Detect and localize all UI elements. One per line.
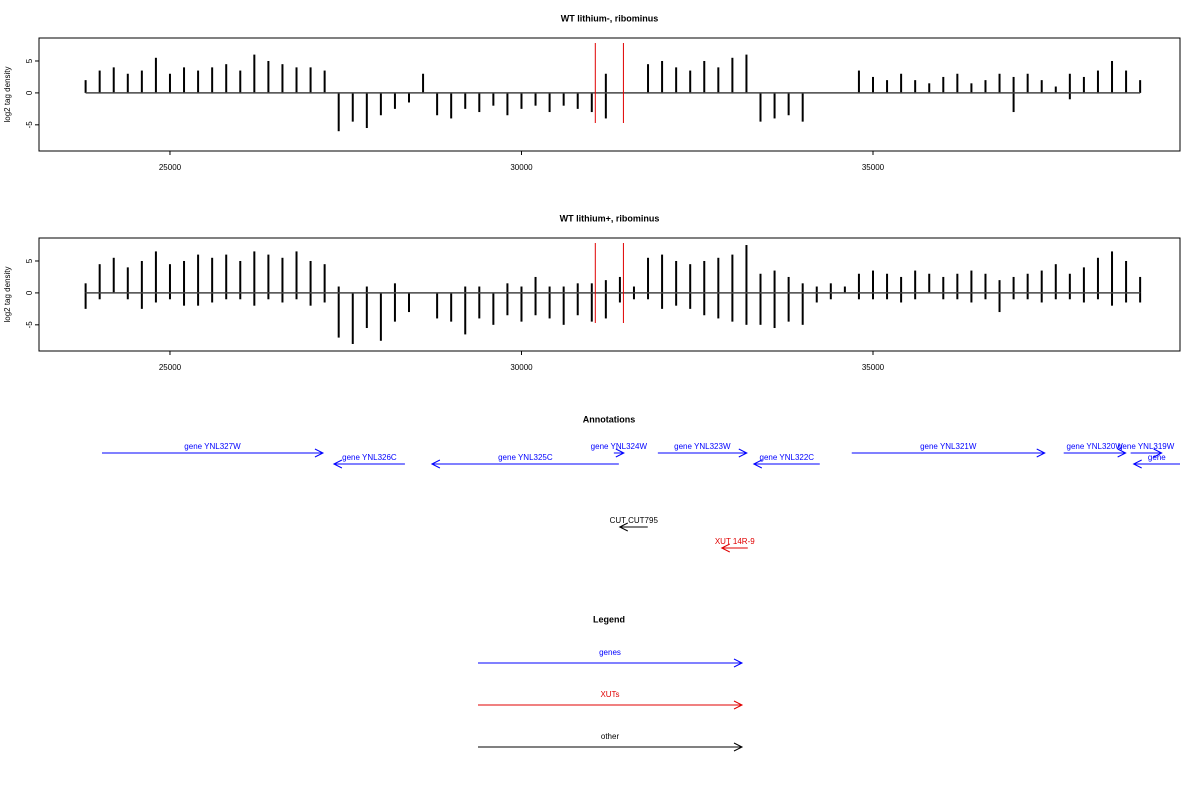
legend-label: XUTs [600, 690, 619, 699]
legend-title: Legend [593, 614, 625, 624]
feature-arrow-head [1132, 459, 1142, 469]
feature-arrow-head [332, 459, 343, 469]
legend-arrow-head [733, 658, 744, 668]
y-tick-label: 0 [25, 290, 34, 295]
y-tick-label: -5 [25, 121, 34, 129]
legend-arrow-head [733, 700, 744, 710]
feature-label: gene YNL323W [674, 442, 731, 451]
feature-arrow-head [1036, 448, 1046, 458]
feature-label: gene YNL326C [342, 453, 397, 462]
feature-arrow-head [430, 459, 441, 469]
feature-label: gene YNL321W [920, 442, 977, 451]
annotations-title: Annotations [583, 414, 636, 424]
feature-label: gene [1148, 453, 1166, 462]
feature-arrow-head [752, 459, 763, 469]
feature-arrow-head [720, 543, 730, 553]
feature-label: gene YNL319W [1118, 442, 1175, 451]
feature-label: gene YNL320W [1067, 442, 1124, 451]
panel-title: WT lithium-, ribominus [561, 13, 659, 23]
feature-arrow-head [1117, 448, 1127, 458]
x-tick-label: 35000 [862, 163, 885, 172]
feature-arrow-head [314, 448, 325, 458]
plot-box [38, 37, 1181, 152]
x-tick-label: 30000 [510, 363, 533, 372]
feature-arrow-head [738, 448, 748, 458]
legend-label: genes [599, 648, 621, 657]
legend-arrow-head [733, 742, 744, 752]
feature-arrow-head [618, 522, 628, 532]
x-tick-label: 30000 [510, 163, 533, 172]
x-tick-label: 25000 [159, 363, 182, 372]
y-axis-label: log2 tag density [3, 266, 12, 322]
y-tick-label: 0 [25, 90, 34, 95]
y-tick-label: 5 [25, 258, 34, 263]
x-tick-label: 25000 [159, 163, 182, 172]
legend-label: other [601, 732, 620, 741]
panel-title: WT lithium+, ribominus [560, 213, 660, 223]
feature-arrow-head [1153, 448, 1163, 458]
y-axis-label: log2 tag density [3, 66, 12, 122]
x-tick-label: 35000 [862, 363, 885, 372]
feature-label: CUT CUT795 [610, 516, 659, 525]
feature-label: gene YNL322C [760, 453, 815, 462]
y-tick-label: 5 [25, 58, 34, 63]
feature-arrow-head [615, 448, 625, 458]
feature-label: XUT 14R-9 [715, 537, 755, 546]
feature-label: gene YNL327W [184, 442, 241, 451]
feature-label: gene YNL325C [498, 453, 553, 462]
y-tick-label: -5 [25, 321, 34, 329]
feature-label: gene YNL324W [591, 442, 648, 451]
plot-box [38, 237, 1181, 352]
